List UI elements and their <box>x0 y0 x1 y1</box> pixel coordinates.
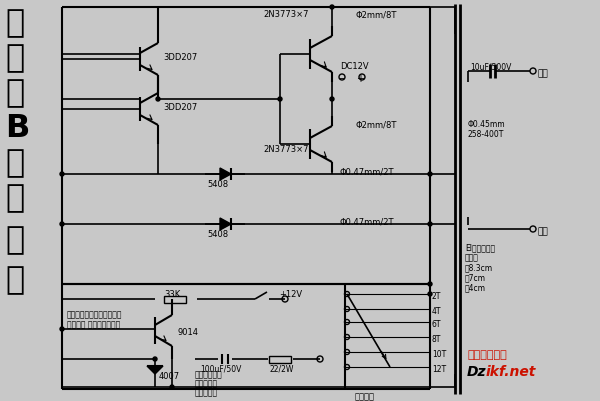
Text: 旋转式选档器: 旋转式选档器 <box>195 369 223 378</box>
Bar <box>164 296 186 303</box>
Text: 反: 反 <box>5 8 24 39</box>
Polygon shape <box>220 168 231 180</box>
Text: 3DD207: 3DD207 <box>163 103 197 112</box>
Text: Φ2mm/8T: Φ2mm/8T <box>355 120 397 129</box>
Text: 22/2W: 22/2W <box>270 364 295 373</box>
Text: 电子开发社区: 电子开发社区 <box>467 349 507 359</box>
Text: Φ0.47mm/2T: Φ0.47mm/2T <box>340 217 395 227</box>
Circle shape <box>330 6 334 10</box>
Text: 是一样的 请大家参考上图: 是一样的 请大家参考上图 <box>67 319 120 328</box>
Text: ─: ─ <box>338 74 344 84</box>
Bar <box>269 356 291 363</box>
Circle shape <box>60 327 64 331</box>
Text: 8T: 8T <box>432 334 442 343</box>
Text: 5408: 5408 <box>208 229 229 239</box>
Text: 3DD207: 3DD207 <box>163 53 197 62</box>
Circle shape <box>330 98 334 102</box>
Text: 电: 电 <box>5 182 24 213</box>
Polygon shape <box>147 366 163 374</box>
Text: 长8.3cm: 长8.3cm <box>465 262 493 271</box>
Circle shape <box>156 98 160 102</box>
Circle shape <box>428 292 432 296</box>
Text: 电笔: 电笔 <box>538 227 549 235</box>
Text: 258-400T: 258-400T <box>468 130 505 139</box>
Text: 如功放中音: 如功放中音 <box>195 378 218 387</box>
Circle shape <box>170 385 174 389</box>
Text: 激: 激 <box>5 43 24 74</box>
Text: 剰7cm: 剰7cm <box>465 272 486 281</box>
Text: 10uF/500V: 10uF/500V <box>470 63 511 72</box>
Text: 33K: 33K <box>164 289 180 298</box>
Text: 器铁芯: 器铁芯 <box>465 252 479 261</box>
Text: 㥠4cm: 㥠4cm <box>465 282 486 291</box>
Text: 本电路与上边电路工作原理: 本电路与上边电路工作原理 <box>67 309 122 318</box>
Text: 频输入选择: 频输入选择 <box>195 387 218 396</box>
Text: 鱼: 鱼 <box>5 225 24 255</box>
Text: Φ0.45mm: Φ0.45mm <box>468 120 506 129</box>
Text: 4007: 4007 <box>159 371 180 380</box>
Text: 励: 励 <box>5 78 24 109</box>
Text: 6T: 6T <box>432 319 442 328</box>
Text: EI硅锂片变压: EI硅锂片变压 <box>465 242 495 251</box>
Circle shape <box>60 223 64 227</box>
Text: 12T: 12T <box>432 364 446 373</box>
Circle shape <box>428 282 432 286</box>
Text: Φ2mm/8T: Φ2mm/8T <box>355 10 397 19</box>
Text: B: B <box>5 113 29 144</box>
Text: 2T: 2T <box>432 291 442 300</box>
Text: +12V: +12V <box>279 289 302 298</box>
Text: 100uF/50V: 100uF/50V <box>200 364 241 373</box>
Circle shape <box>153 357 157 361</box>
Text: Dz: Dz <box>467 364 487 378</box>
Text: 2N3773×7: 2N3773×7 <box>263 145 308 154</box>
Text: 5408: 5408 <box>208 180 229 188</box>
Text: 型: 型 <box>5 148 24 178</box>
Circle shape <box>428 223 432 227</box>
Text: 10T: 10T <box>432 349 446 358</box>
Text: 9014: 9014 <box>177 327 198 336</box>
Text: 4T: 4T <box>432 306 442 315</box>
Text: 2N3773×7: 2N3773×7 <box>263 10 308 19</box>
Text: 频率调节: 频率调节 <box>355 391 375 400</box>
Text: DC12V: DC12V <box>340 62 368 71</box>
Text: 鱼斗: 鱼斗 <box>538 69 549 78</box>
Text: 机: 机 <box>5 264 24 295</box>
Text: Φ0.47mm/2T: Φ0.47mm/2T <box>340 168 395 176</box>
Text: ikf.net: ikf.net <box>486 364 536 378</box>
Circle shape <box>278 98 282 102</box>
Circle shape <box>428 172 432 176</box>
Text: +: + <box>356 74 364 84</box>
Polygon shape <box>220 219 231 231</box>
Circle shape <box>60 172 64 176</box>
